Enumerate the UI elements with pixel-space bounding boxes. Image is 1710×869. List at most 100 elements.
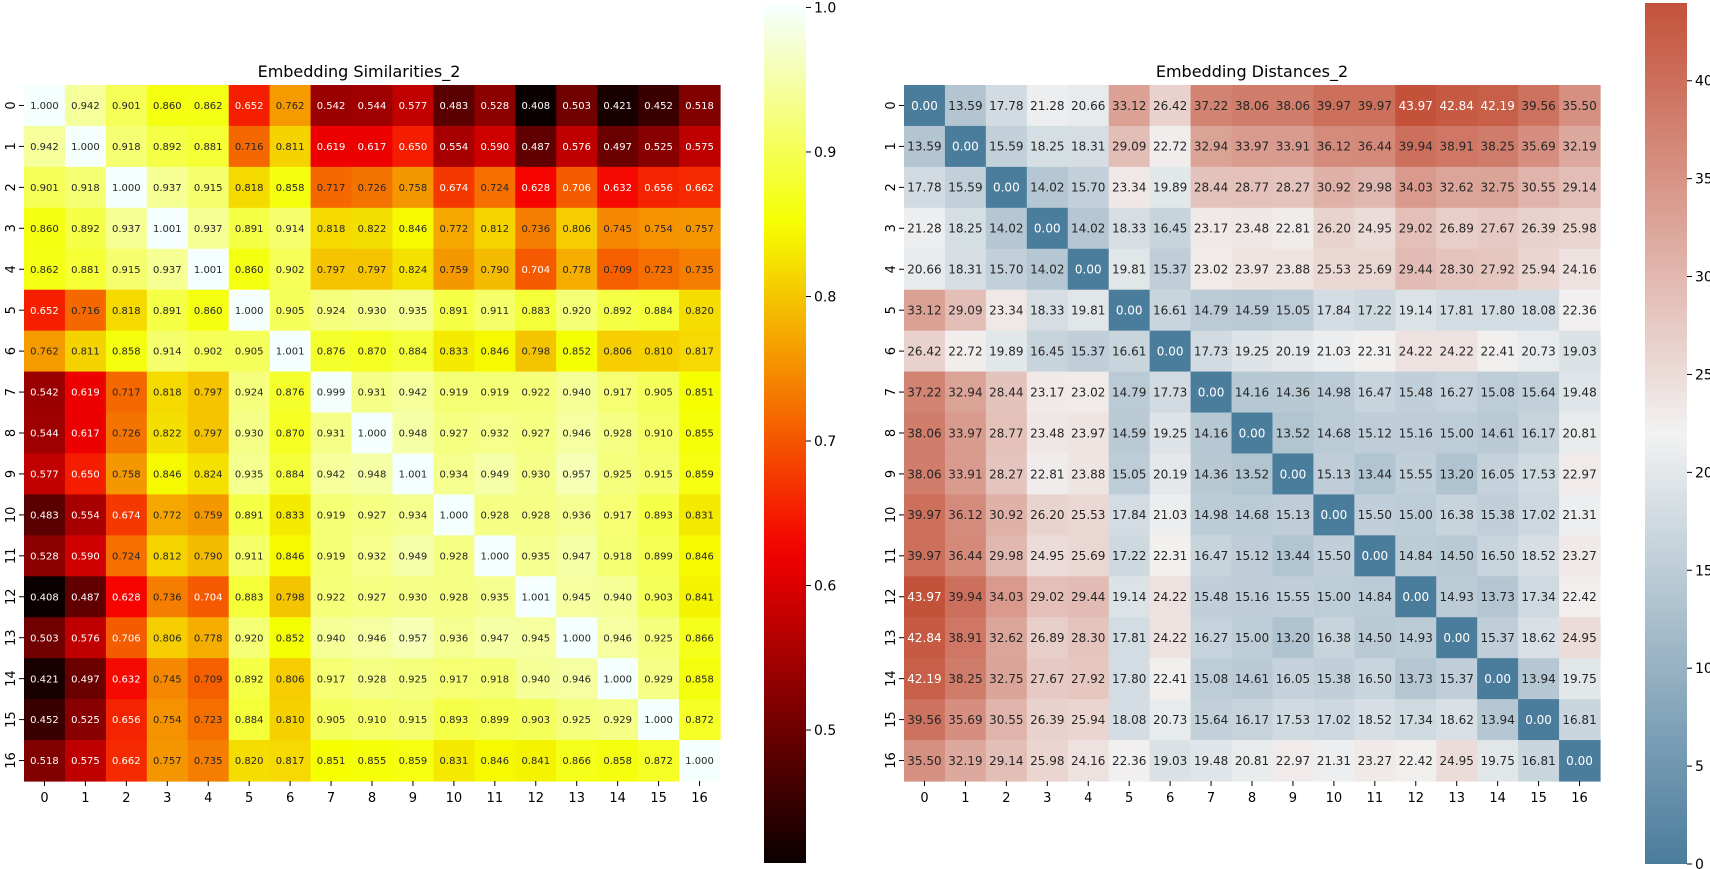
cell-value-label: 42.84 <box>1440 99 1474 113</box>
cell-value-label: 22.41 <box>1153 672 1187 686</box>
cell-value-label: 14.36 <box>1276 385 1310 399</box>
cell-value-label: 0.706 <box>112 633 141 644</box>
cell-value-label: 15.38 <box>1317 672 1351 686</box>
cell-value-label: 0.716 <box>235 142 264 153</box>
cell-value-label: 0.487 <box>71 592 100 603</box>
cell-value-label: 0.862 <box>30 265 59 276</box>
cell-value-label: 22.97 <box>1276 754 1310 768</box>
cell-value-label: 26.42 <box>1153 99 1187 113</box>
cell-value-label: 0.590 <box>480 142 509 153</box>
cell-value-label: 0.723 <box>644 265 673 276</box>
heatmap-cell <box>1436 740 1478 782</box>
cell-value-label: 0.866 <box>685 633 714 644</box>
heatmap-cell <box>679 207 721 250</box>
heatmap-cell <box>679 166 721 209</box>
cell-value-label: 29.14 <box>1562 181 1596 195</box>
heatmap-cell <box>904 412 946 455</box>
heatmap-cell <box>597 699 639 741</box>
heatmap-cell <box>105 125 148 168</box>
heatmap-cell <box>351 699 394 741</box>
cell-value-label: 0.858 <box>685 674 714 685</box>
heatmap-cell <box>638 289 680 332</box>
x-tick-label: 2 <box>1002 791 1010 806</box>
heatmap-cell <box>105 535 148 577</box>
heatmap-cell <box>146 576 189 618</box>
cell-value-label: 19.48 <box>1562 385 1596 399</box>
heatmap-cell <box>597 207 639 250</box>
heatmap-cell <box>24 699 66 741</box>
heatmap-cell <box>146 125 189 168</box>
heatmap-cell <box>24 617 66 659</box>
cell-value-label: 33.97 <box>948 426 982 440</box>
cell-value-label: 0.822 <box>358 224 387 235</box>
cell-value-label: 1.000 <box>644 715 673 726</box>
cell-value-label: 0.662 <box>685 183 714 194</box>
cell-value-label: 22.81 <box>1276 222 1310 236</box>
cell-value-label: 18.31 <box>948 263 982 277</box>
heatmap-cell <box>1231 166 1274 209</box>
heatmap-cell <box>1067 125 1110 168</box>
cell-value-label: 16.45 <box>1030 344 1064 358</box>
cell-value-label: 0.798 <box>521 347 550 358</box>
heatmap-cell <box>24 289 66 332</box>
heatmap-cell <box>597 535 639 577</box>
heatmap-cell <box>1354 371 1396 414</box>
heatmap-cell <box>1067 658 1110 700</box>
heatmap-cell <box>1477 494 1519 536</box>
cell-value-label: 0.910 <box>644 429 673 440</box>
cell-value-label: 0.772 <box>440 224 469 235</box>
heatmap-cell <box>1354 412 1396 455</box>
heatmap-cell <box>1559 166 1601 209</box>
heatmap-cell <box>146 371 189 414</box>
heatmap-cell <box>1108 166 1151 209</box>
cell-value-label: 29.14 <box>989 754 1023 768</box>
cell-value-label: 25.53 <box>1317 263 1351 277</box>
cell-value-label: 38.06 <box>1276 99 1310 113</box>
cell-value-label: 0.928 <box>440 592 469 603</box>
cell-value-label: 29.09 <box>948 304 982 318</box>
heatmap-cell <box>1313 494 1355 536</box>
cell-value-label: 0.811 <box>276 142 305 153</box>
cell-value-label: 0.841 <box>521 756 550 767</box>
heatmap-cell <box>1559 699 1601 741</box>
cell-value-label: 15.00 <box>1440 426 1474 440</box>
heatmap-cell <box>1026 494 1069 536</box>
y-tick-label: 10 <box>884 507 899 524</box>
cell-value-label: 15.08 <box>1194 672 1228 686</box>
cell-value-label: 0.919 <box>317 551 346 562</box>
heatmap-cell <box>310 535 353 577</box>
heatmap-cell <box>1272 289 1315 332</box>
y-tick-label: 6 <box>4 347 19 355</box>
heatmap-cell <box>1354 207 1396 250</box>
heatmap-cell <box>1354 658 1396 700</box>
cell-value-label: 14.02 <box>989 222 1023 236</box>
cell-value-label: 0.00 <box>1402 590 1429 604</box>
heatmap-cell <box>1026 617 1069 659</box>
cell-value-label: 0.00 <box>1198 385 1225 399</box>
heatmap-cell <box>985 248 1028 291</box>
heatmap-cell <box>105 658 148 700</box>
heatmap-cell <box>556 85 598 127</box>
heatmap-cell <box>1518 248 1560 291</box>
cell-value-label: 27.67 <box>1030 672 1064 686</box>
cell-value-label: 26.20 <box>1030 508 1064 522</box>
heatmap-cell <box>1518 166 1560 209</box>
heatmap-cell <box>1190 740 1233 782</box>
cell-value-label: 0.934 <box>440 470 469 481</box>
heatmap-cell <box>433 166 475 209</box>
cell-value-label: 29.09 <box>1112 140 1146 154</box>
colorbar-tick-label: 0.9 <box>814 145 836 161</box>
cell-value-label: 0.858 <box>603 756 632 767</box>
cell-value-label: 15.00 <box>1317 590 1351 604</box>
cell-value-label: 16.17 <box>1235 713 1269 727</box>
heatmap-cell <box>556 412 598 455</box>
cell-value-label: 0.525 <box>644 142 673 153</box>
cell-value-label: 0.652 <box>235 101 264 112</box>
cell-value-label: 0.724 <box>112 551 141 562</box>
cell-value-label: 0.00 <box>1443 631 1470 645</box>
heatmap-cell <box>1190 85 1233 127</box>
cell-value-label: 15.50 <box>1317 549 1351 563</box>
cell-value-label: 24.16 <box>1071 754 1105 768</box>
heatmap-cell <box>1108 330 1151 373</box>
heatmap-cell <box>1313 207 1355 250</box>
